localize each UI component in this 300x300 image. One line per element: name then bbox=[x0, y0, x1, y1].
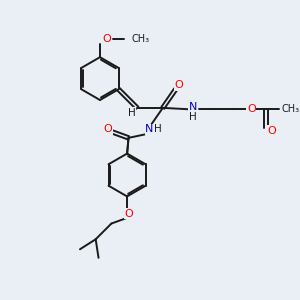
Text: N: N bbox=[145, 124, 154, 134]
Text: N: N bbox=[189, 102, 197, 112]
Text: O: O bbox=[103, 124, 112, 134]
Text: O: O bbox=[124, 208, 133, 219]
Text: CH₃: CH₃ bbox=[131, 34, 149, 44]
Text: H: H bbox=[154, 124, 162, 134]
Text: O: O bbox=[174, 80, 183, 90]
Text: CH₃: CH₃ bbox=[282, 104, 300, 114]
Text: H: H bbox=[128, 108, 135, 118]
Text: O: O bbox=[103, 34, 112, 44]
Text: O: O bbox=[247, 104, 256, 114]
Text: H: H bbox=[189, 112, 197, 122]
Text: O: O bbox=[268, 126, 276, 136]
